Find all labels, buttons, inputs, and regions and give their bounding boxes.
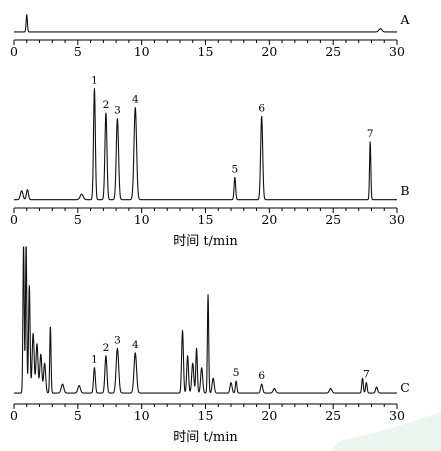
x-tick-label: 15 — [198, 44, 214, 59]
panel-a: 0 5 10 15 20 25 30 A — [10, 12, 410, 59]
peak-label: 5 — [233, 367, 240, 379]
peak-label: 5 — [232, 163, 239, 175]
x-tick-label: 15 — [198, 408, 214, 423]
x-tick-label: 5 — [74, 44, 82, 59]
watermark-shape — [330, 412, 441, 451]
x-tick-label: 5 — [74, 212, 82, 227]
x-tick-label: 15 — [198, 212, 214, 227]
panel-label-b: B — [400, 183, 409, 198]
peak-label: 4 — [132, 339, 139, 351]
chromatogram-trace-b — [13, 88, 398, 201]
peak-label: 1 — [91, 75, 98, 87]
panel-label-a: A — [399, 12, 410, 27]
peak-label: 6 — [258, 102, 265, 114]
peak-label: 7 — [367, 128, 374, 140]
x-tick-label: 0 — [10, 212, 18, 227]
x-tick-label: 0 — [10, 408, 18, 423]
x-tick-label: 20 — [261, 44, 277, 59]
peak-label: 3 — [114, 105, 121, 117]
peak-label: 1 — [91, 354, 98, 366]
peak-label: 7 — [363, 369, 370, 381]
x-tick-label: 25 — [325, 44, 341, 59]
x-tick-label: 10 — [134, 44, 150, 59]
x-tick-label: 25 — [325, 212, 341, 227]
x-tick-label: 10 — [134, 212, 150, 227]
x-tick-label: 0 — [10, 44, 18, 59]
x-tick-label: 10 — [134, 408, 150, 423]
chromatogram-trace-a — [13, 14, 398, 33]
chromatogram-trace-c — [13, 246, 398, 394]
x-tick-label: 30 — [389, 44, 405, 59]
peak-label: 2 — [103, 342, 110, 354]
peak-label: 4 — [132, 94, 139, 106]
panel-c: 0 5 10 15 20 25 30 时间 t/min C 123 4 5 6 7 — [10, 246, 410, 445]
peak-label: 3 — [114, 334, 121, 346]
x-tick-label: 20 — [261, 408, 277, 423]
x-tick-label: 30 — [389, 408, 405, 423]
peak-label: 6 — [258, 370, 265, 382]
x-tick-label: 20 — [261, 212, 277, 227]
x-tick-label: 25 — [325, 408, 341, 423]
x-axis-title: 时间 t/min — [173, 430, 238, 445]
panel-b: 0 5 10 15 20 25 30 时间 t/min B 12 34 5 6 7 — [10, 75, 410, 249]
x-axis-title: 时间 t/min — [173, 234, 238, 249]
panel-label-c: C — [400, 380, 410, 395]
peak-label: 2 — [103, 99, 110, 111]
x-tick-label: 30 — [389, 212, 405, 227]
x-tick-label: 5 — [74, 408, 82, 423]
